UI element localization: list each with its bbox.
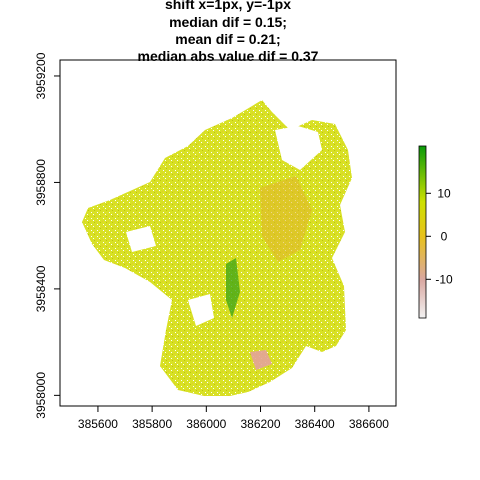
raster-hole [275, 126, 322, 170]
x-tick-label: 385600 [78, 417, 118, 431]
raster-hole-2 [188, 294, 214, 326]
raster-map [82, 100, 352, 396]
raster-extent [82, 100, 352, 396]
x-tick-label: 386000 [186, 417, 226, 431]
x-tick-label: 386600 [349, 417, 389, 431]
y-axis: 3958000 3958400 3958800 3959200 [34, 52, 60, 419]
title-line-2: median dif = 0.15; [169, 14, 287, 30]
legend-ticks: -10 0 10 [426, 186, 453, 286]
y-tick-label: 3958800 [34, 159, 48, 206]
raster-southeast-patch [250, 350, 272, 370]
title-line-1: shift x=1px, y=-1px [165, 0, 291, 12]
y-tick-label: 3959200 [34, 52, 48, 99]
legend-tick-label: -10 [435, 272, 453, 286]
legend-tick-label: 0 [441, 229, 448, 243]
legend-tick-label: 10 [437, 186, 451, 200]
legend: -10 0 10 [418, 145, 453, 319]
x-tick-label: 385800 [132, 417, 172, 431]
y-tick-label: 3958400 [34, 265, 48, 312]
legend-colorbar [418, 145, 427, 319]
title-line-3: mean dif = 0.21; [175, 31, 280, 47]
y-tick-label: 3958000 [34, 372, 48, 419]
raster-warm-slopes [260, 176, 312, 262]
raster-gap-left [126, 226, 156, 252]
x-tick-label: 386200 [240, 417, 280, 431]
plot-box [59, 59, 397, 407]
title-line-4: median abs value dif = 0.37 [138, 48, 319, 64]
title: shift x=1px, y=-1px median dif = 0.15; m… [138, 0, 319, 64]
x-axis: 385600 385800 386000 386200 386400 386600 [78, 406, 389, 431]
x-tick-label: 386400 [295, 417, 335, 431]
raster-central-ridge [226, 258, 240, 318]
